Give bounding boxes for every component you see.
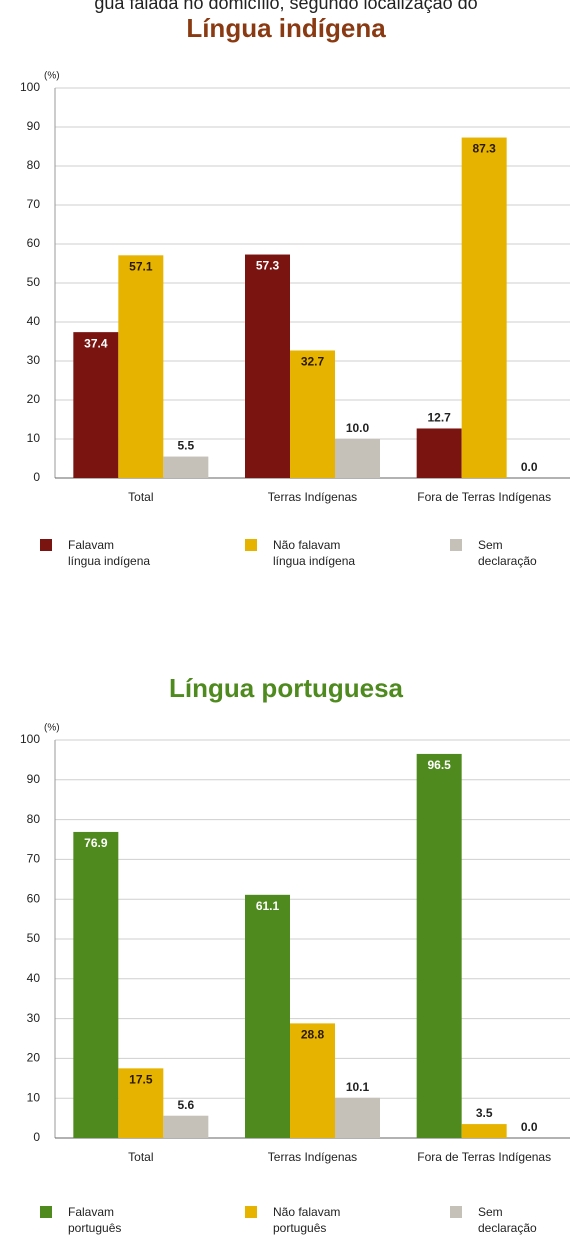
y-tick-label: 90	[27, 772, 41, 786]
bar	[335, 439, 380, 478]
bar	[416, 428, 462, 478]
y-tick-label: 60	[27, 236, 41, 250]
bar	[163, 1115, 209, 1138]
bar	[245, 254, 290, 478]
data-label: 76.9	[84, 836, 108, 850]
legend-label: Sem declaração	[478, 1205, 537, 1235]
y-tick-label: 10	[27, 431, 41, 445]
header-fragment: gua falada no domicílio, segundo localiz…	[94, 0, 477, 13]
data-label: 61.1	[256, 899, 280, 913]
y-unit: (%)	[44, 71, 60, 82]
data-label: 28.8	[301, 1028, 325, 1042]
bar	[118, 1068, 164, 1138]
legend-swatch	[450, 1206, 462, 1218]
bar	[245, 894, 290, 1138]
y-unit: (%)	[44, 723, 60, 734]
bar	[290, 350, 335, 478]
data-label: 87.3	[472, 142, 496, 156]
y-tick-label: 0	[33, 1130, 40, 1144]
x-tick-label: Terras Indígenas	[268, 490, 357, 504]
bar	[118, 255, 164, 478]
data-label: 32.7	[301, 355, 325, 369]
legend-label: Sem declaração	[478, 538, 537, 568]
data-label: 57.1	[129, 259, 153, 273]
x-tick-label: Total	[128, 1150, 153, 1164]
y-tick-label: 50	[27, 275, 41, 289]
y-tick-label: 30	[27, 353, 41, 367]
bar	[461, 1124, 507, 1138]
x-tick-label: Fora de Terras Indígenas	[417, 1150, 551, 1164]
bar	[461, 137, 507, 478]
legend-label: Falavam português	[68, 1205, 122, 1235]
legend-swatch	[40, 1206, 52, 1218]
y-tick-label: 0	[33, 470, 40, 484]
data-label: 96.5	[427, 758, 451, 772]
data-label: 5.5	[177, 439, 194, 453]
y-tick-label: 50	[27, 931, 41, 945]
y-tick-label: 40	[27, 971, 41, 985]
y-tick-label: 80	[27, 812, 41, 826]
y-tick-label: 20	[27, 1051, 41, 1065]
x-tick-label: Fora de Terras Indígenas	[417, 490, 551, 504]
y-tick-label: 70	[27, 197, 41, 211]
data-label: 5.6	[177, 1098, 194, 1112]
data-label: 17.5	[129, 1073, 153, 1087]
y-tick-label: 100	[20, 732, 40, 746]
chart-title: Língua portuguesa	[169, 673, 404, 703]
data-label: 3.5	[476, 1106, 493, 1120]
legend-label: Falavam língua indígena	[68, 538, 151, 568]
x-tick-label: Total	[128, 490, 153, 504]
legend-swatch	[450, 539, 462, 551]
bar	[73, 831, 119, 1138]
data-label: 10.1	[346, 1080, 370, 1094]
y-tick-label: 60	[27, 891, 41, 905]
y-tick-label: 30	[27, 1011, 41, 1025]
data-label: 57.3	[256, 259, 280, 273]
bar	[163, 456, 209, 478]
legend-swatch	[245, 539, 257, 551]
y-tick-label: 70	[27, 852, 41, 866]
y-tick-label: 40	[27, 314, 41, 328]
data-label: 12.7	[427, 411, 451, 425]
y-tick-label: 10	[27, 1090, 41, 1104]
y-tick-label: 100	[20, 80, 40, 94]
y-tick-label: 20	[27, 392, 41, 406]
bar	[335, 1097, 380, 1138]
bar	[416, 753, 462, 1138]
legend-swatch	[40, 539, 52, 551]
data-label: 0.0	[521, 1120, 538, 1134]
data-label: 37.4	[84, 336, 108, 350]
y-tick-label: 90	[27, 119, 41, 133]
legend-swatch	[245, 1206, 257, 1218]
y-tick-label: 80	[27, 158, 41, 172]
data-label: 0.0	[521, 460, 538, 474]
chart-title: Língua indígena	[186, 13, 386, 43]
bar	[290, 1023, 335, 1138]
x-tick-label: Terras Indígenas	[268, 1150, 357, 1164]
bar	[73, 332, 119, 478]
legend-label: Não falavam português	[273, 1205, 341, 1235]
legend-label: Não falavam língua indígena	[273, 538, 356, 568]
data-label: 10.0	[346, 421, 370, 435]
